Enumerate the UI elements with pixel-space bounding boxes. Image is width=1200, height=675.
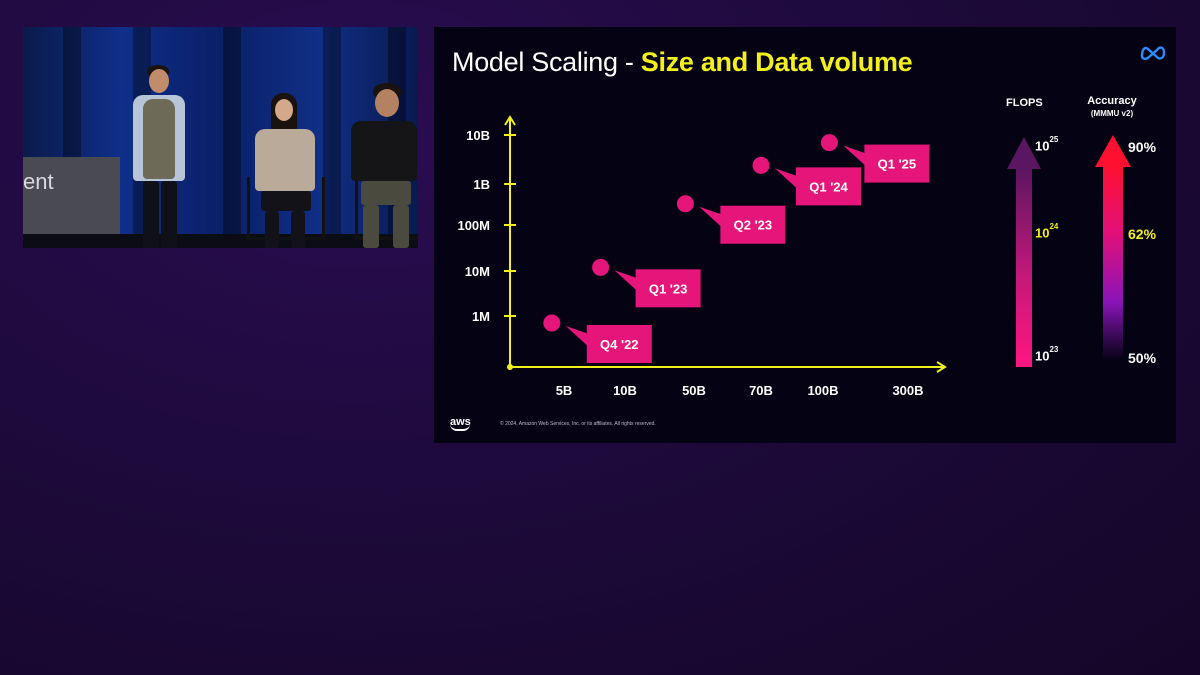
data-point-callout-pointer xyxy=(565,325,589,347)
data-point-callout xyxy=(586,324,652,363)
data-point-callout-pointer xyxy=(843,145,867,167)
chart-axes xyxy=(504,115,947,373)
data-point xyxy=(752,156,770,174)
y-axis-arrow xyxy=(504,115,516,126)
x-tick-label: 50B xyxy=(682,383,706,398)
data-point-callout xyxy=(635,269,701,308)
accuracy-label: Accuracy (MMMU v2) xyxy=(1082,95,1142,118)
data-point xyxy=(820,134,838,152)
title-highlight: Size and Data volume xyxy=(640,47,913,77)
data-point-callout xyxy=(796,167,861,206)
axis-origin xyxy=(507,364,513,370)
x-tick-label: 10B xyxy=(613,383,637,398)
data-point-group: Q1 '25 xyxy=(820,134,930,183)
chair xyxy=(355,177,418,240)
x-axis-arrow xyxy=(936,361,947,373)
curtain-fold xyxy=(323,27,341,248)
accuracy-tick-high: 90% xyxy=(1128,139,1157,155)
flops-tick-mid: 1024 xyxy=(1035,222,1059,241)
panelist-seated-center xyxy=(253,93,317,248)
data-point-label: Q1 '25 xyxy=(878,157,917,172)
panelist-seated-right xyxy=(349,83,418,248)
data-point-label: Q1 '24 xyxy=(809,179,848,194)
data-point-label: Q1 '23 xyxy=(649,281,688,296)
chair xyxy=(247,177,325,240)
x-tick-label: 70B xyxy=(749,383,773,398)
data-point-callout xyxy=(720,205,786,244)
y-tick-label: 100M xyxy=(457,218,490,233)
flops-arrow xyxy=(1007,137,1041,367)
data-point-callout-pointer xyxy=(614,270,638,292)
accuracy-sublabel: (MMMU v2) xyxy=(1090,109,1134,118)
accuracy-tick-mid: 62% xyxy=(1128,226,1157,242)
slide-title: Model Scaling - Size and Data volume xyxy=(452,47,913,78)
data-point xyxy=(676,195,694,213)
x-tick-label: 100B xyxy=(807,383,838,398)
data-point-group: Q4 '22 xyxy=(543,314,652,363)
copyright-notice: © 2024, Amazon Web Services, Inc. or its… xyxy=(500,421,656,427)
y-tick-label: 1B xyxy=(473,177,490,192)
flops-tick-high: 1025 xyxy=(1035,135,1059,154)
meta-logo-icon xyxy=(1140,46,1166,60)
data-points: Q4 '22 Q1 '23 Q2 '23 Q1 '24 Q1 '25 xyxy=(543,134,930,363)
y-tick-label: 10M xyxy=(465,264,490,279)
aws-logo: aws xyxy=(450,416,471,431)
data-point-label: Q4 '22 xyxy=(600,337,639,352)
y-tick-label: 10B xyxy=(466,128,490,143)
data-point-group: Q1 '23 xyxy=(592,258,701,308)
data-point xyxy=(543,314,561,332)
data-point xyxy=(592,258,610,276)
scaling-chart: 1M 10M 100M 1B 10B 5B 10B 50B 70B 100B 300B Q4 '2… xyxy=(457,115,1131,398)
y-ticks: 1M 10M 100M 1B 10B xyxy=(457,128,516,324)
stage-sign: ent xyxy=(23,157,120,248)
data-point-callout xyxy=(864,144,930,183)
accuracy-tick-low: 50% xyxy=(1128,350,1157,366)
presentation-slide: Model Scaling - Size and Data volume xyxy=(434,27,1176,443)
aws-smile-icon xyxy=(450,424,470,431)
curtain-fold xyxy=(223,27,241,248)
presenter-standing xyxy=(131,65,201,248)
x-tick-label: 5B xyxy=(556,383,573,398)
data-point-group: Q2 '23 xyxy=(676,195,786,244)
speaker-video-feed: ent xyxy=(23,27,418,248)
data-point-callout-pointer xyxy=(699,206,723,228)
title-plain: Model Scaling - xyxy=(452,47,641,77)
flops-label: FLOPS xyxy=(1006,97,1043,109)
x-tick-label: 300B xyxy=(892,383,923,398)
data-point-label: Q2 '23 xyxy=(734,218,773,233)
y-tick-label: 1M xyxy=(472,309,490,324)
x-ticks: 5B 10B 50B 70B 100B 300B xyxy=(556,383,924,398)
data-point-callout-pointer xyxy=(775,168,798,190)
flops-tick-low: 1023 xyxy=(1035,345,1059,364)
data-point-group: Q1 '24 xyxy=(752,156,861,206)
accuracy-arrow xyxy=(1095,135,1131,360)
